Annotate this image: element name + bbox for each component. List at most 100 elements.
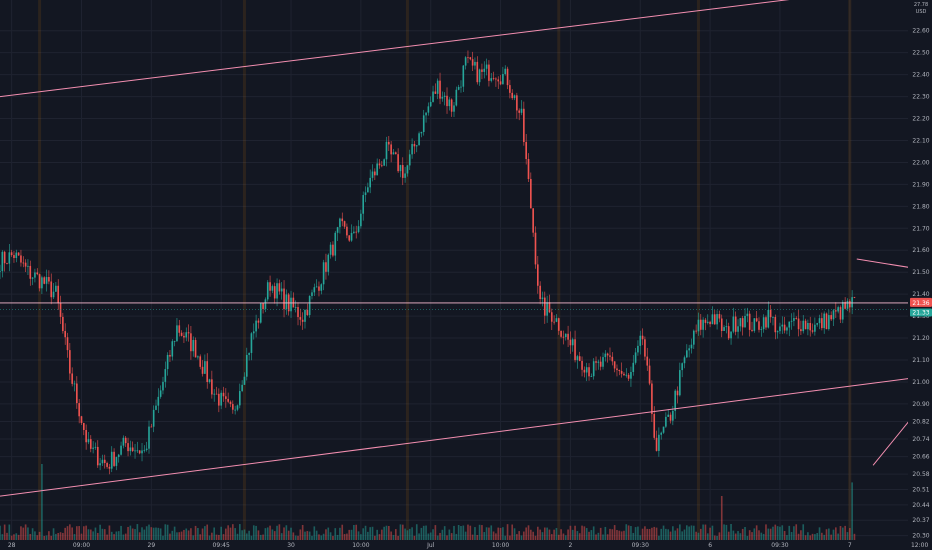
candle-body-183	[425, 112, 427, 116]
candle-body-88	[204, 361, 206, 374]
volume-bar-218	[506, 524, 509, 540]
y-tick-label: 20.37	[912, 517, 929, 524]
volume-bar-19	[43, 535, 46, 540]
volume-bar-211	[490, 525, 493, 540]
volume-bar-154	[357, 531, 360, 540]
candle-body-248	[576, 356, 579, 361]
volume-bar-90	[208, 535, 211, 540]
candle-body-31	[71, 373, 73, 384]
volume-bar-319	[741, 528, 744, 540]
volume-bar-147	[341, 524, 344, 540]
candle-body-338	[786, 327, 788, 331]
candle-body-335	[779, 326, 781, 332]
candle-body-116	[269, 282, 271, 291]
candle-body-14	[31, 277, 34, 279]
volume-bar-312	[725, 524, 728, 540]
volume-bar-119	[276, 525, 278, 540]
currency-label: USD	[916, 9, 927, 15]
volume-bar-122	[283, 527, 285, 540]
candle-body-242	[562, 336, 565, 338]
volume-bar-248	[576, 531, 579, 540]
candle-body-25	[57, 285, 60, 304]
volume-bar-14	[31, 528, 34, 540]
candle-body-303	[704, 319, 707, 323]
candle-body-55	[127, 443, 129, 452]
candle-body-269	[625, 374, 628, 376]
candle-body-295	[686, 350, 688, 358]
volume-bar-280	[651, 527, 653, 540]
volume-bar-146	[339, 527, 341, 540]
volume-bar-307	[713, 535, 716, 540]
candle-body-43	[99, 463, 101, 466]
volume-bar-108	[250, 535, 253, 540]
candle-body-218	[506, 68, 509, 86]
candle-body-163	[378, 163, 381, 166]
volume-bar-2	[3, 524, 6, 540]
session-marker-0	[38, 0, 42, 540]
volume-bar-315	[732, 530, 735, 540]
candle-body-175	[406, 165, 409, 174]
candle-body-58	[134, 450, 136, 452]
candle-body-208	[483, 68, 486, 72]
volume-bar-195	[453, 525, 455, 540]
volume-bar-150	[348, 529, 351, 540]
candle-body-328	[762, 317, 765, 330]
volume-bar-94	[218, 534, 220, 540]
candle-body-104	[241, 384, 243, 392]
volume-bar-313	[727, 531, 730, 540]
candle-body-144	[334, 232, 337, 256]
volume-bar-171	[397, 535, 399, 540]
price-axis[interactable]: USD 27.78 22.60 22.50 22.40 22.30 22.20 22.10…	[908, 0, 932, 550]
volume-bar-203	[471, 534, 474, 540]
volume-bar-142	[329, 532, 332, 540]
volume-bar-165	[383, 526, 385, 540]
candle-body-194	[450, 99, 453, 112]
volume-bar-287	[667, 529, 670, 540]
volume-bar-155	[360, 534, 362, 540]
volume-bar-303	[704, 524, 707, 540]
x-tick-label: 09:30	[632, 542, 649, 549]
candle-body-204	[474, 61, 476, 66]
volume-bar-246	[571, 529, 574, 540]
volume-bar-1	[1, 534, 4, 540]
volume-bar-184	[427, 533, 430, 540]
candle-body-115	[266, 282, 269, 300]
volume-bar-247	[574, 525, 576, 540]
candle-body-49	[113, 451, 115, 466]
volume-bar-263	[611, 529, 614, 540]
candle-body-186	[432, 91, 434, 102]
candle-body-156	[362, 195, 365, 214]
volume-bar-66	[152, 527, 155, 540]
volume-bar-264	[613, 525, 616, 540]
volume-bar-49	[113, 534, 115, 540]
volume-bar-198	[460, 525, 462, 540]
volume-bar-188	[436, 535, 439, 540]
volume-bar-104	[241, 530, 243, 540]
candle-body-266	[618, 370, 621, 372]
candle-body-325	[755, 318, 758, 322]
candle-body-75	[173, 341, 176, 342]
candle-body-34	[78, 403, 80, 417]
candle-body-13	[29, 265, 32, 279]
candle-body-232	[539, 285, 541, 300]
volume-bar-351	[816, 533, 819, 540]
candle-body-283	[658, 434, 660, 451]
volume-bar-242	[562, 533, 565, 540]
candle-body-65	[150, 426, 153, 428]
volume-bar-204	[474, 527, 476, 540]
volume-bar-173	[401, 524, 404, 540]
volume-bar-359	[835, 527, 837, 540]
candle-body-51	[117, 454, 120, 458]
candle-body-324	[753, 318, 756, 331]
volume-bar-322	[748, 530, 751, 540]
candle-body-300	[697, 319, 700, 332]
candle-body-29	[66, 337, 69, 351]
candle-body-117	[271, 286, 274, 291]
candle-body-230	[534, 232, 537, 265]
time-axis[interactable]: 28 09:00 29 09:45 30 10:00 Jul 10:00 2 09:30 6 09:3…	[8, 542, 932, 549]
volume-bar-189	[439, 532, 441, 540]
candle-body-100	[232, 404, 234, 410]
volume-bar-283	[658, 535, 660, 540]
candle-body-66	[152, 409, 155, 427]
